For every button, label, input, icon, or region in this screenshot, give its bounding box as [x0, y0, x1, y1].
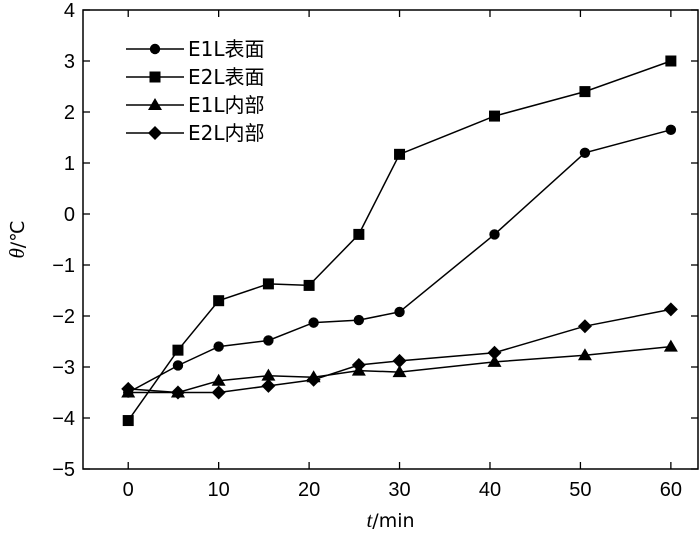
series-4 — [121, 302, 678, 400]
series-layer — [121, 55, 678, 427]
data-point-diamond — [577, 319, 592, 334]
x-tick-label: 50 — [569, 479, 591, 501]
legend-marker-triangle — [148, 98, 162, 110]
data-point-square — [394, 148, 406, 160]
y-tick-label: 0 — [64, 204, 75, 226]
y-axis-title: θ/℃ — [5, 220, 29, 258]
data-point-diamond — [663, 302, 678, 317]
y-tick-label: −5 — [52, 459, 75, 481]
x-tick-label: 30 — [388, 479, 410, 501]
y-tick-label: 4 — [64, 0, 75, 22]
axes: 0 10 20 30 40 50 60 −5 −4 −3 −2 −1 0 1 2 3 4 — [52, 0, 699, 501]
series-line — [127, 129, 672, 394]
data-point-triangle — [487, 354, 502, 367]
data-point-triangle — [211, 373, 226, 386]
plot-frame — [82, 9, 699, 470]
data-point-diamond — [121, 381, 136, 396]
x-tick-label: 10 — [208, 479, 230, 501]
data-point-square — [665, 55, 677, 67]
series-line — [127, 60, 672, 422]
y-tick-label: −4 — [52, 408, 75, 430]
data-point-triangle — [261, 368, 276, 381]
legend-label: E1L内部 — [188, 93, 265, 117]
data-point-circle — [489, 229, 500, 240]
y-tick-label: 1 — [64, 153, 75, 175]
data-point-circle — [308, 317, 319, 328]
data-point-diamond — [392, 353, 407, 368]
legend-item: E1L表面 — [126, 37, 265, 61]
legend-marker-diamond — [148, 126, 162, 140]
data-point-square — [213, 295, 225, 307]
data-point-diamond — [487, 345, 502, 360]
data-point-diamond — [261, 378, 276, 393]
legend-label: E2L表面 — [188, 65, 265, 89]
data-point-circle — [353, 314, 365, 326]
data-point-diamond — [211, 385, 226, 400]
legend-marker-square — [149, 71, 161, 83]
x-tick-label: 40 — [479, 479, 501, 501]
data-point-circle — [579, 147, 591, 158]
legend-label: E1L表面 — [188, 37, 265, 61]
y-tick-label: −2 — [52, 306, 75, 328]
x-axis-unit: /min — [372, 510, 414, 532]
data-point-diamond — [351, 357, 366, 372]
data-point-square — [172, 344, 184, 356]
series-1 — [123, 124, 677, 398]
data-point-circle — [394, 306, 405, 318]
series-3 — [121, 339, 678, 398]
x-tick-label: 60 — [660, 479, 682, 501]
data-point-circle — [213, 341, 224, 352]
y-tick-label: −3 — [52, 357, 75, 379]
data-point-triangle — [663, 339, 678, 352]
legend-label: E2L内部 — [188, 121, 265, 145]
y-tick-label: −1 — [52, 255, 75, 277]
data-point-square — [353, 228, 365, 240]
data-point-square — [262, 278, 274, 290]
x-axis-title: t/min — [366, 508, 414, 532]
series-line — [128, 345, 671, 394]
legend: E1L表面 E2L表面 E1L内部 E2L内部 — [126, 37, 265, 145]
data-point-square — [489, 110, 501, 122]
data-point-diamond — [170, 385, 185, 400]
x-tick-label: 20 — [298, 479, 320, 501]
legend-item: E1L内部 — [126, 93, 265, 117]
y-tick-label: 3 — [64, 51, 75, 73]
data-point-circle — [172, 360, 184, 371]
data-point-square — [303, 279, 315, 291]
data-point-triangle — [392, 365, 407, 378]
y-tick-label: 2 — [64, 102, 75, 124]
series-2 — [122, 55, 677, 427]
legend-item: E2L内部 — [126, 121, 265, 145]
data-point-circle — [263, 335, 274, 346]
data-point-square — [122, 415, 134, 427]
data-point-circle — [665, 124, 677, 136]
legend-item: E2L表面 — [126, 65, 265, 89]
series-line — [128, 308, 672, 394]
y-axis-unit: /℃ — [7, 220, 29, 248]
axis-titles: t/min θ/℃ — [5, 220, 415, 532]
y-axis-symbol: θ — [5, 248, 29, 258]
x-tick-label: 0 — [123, 479, 134, 501]
data-point-square — [579, 86, 591, 98]
data-point-diamond — [306, 372, 321, 387]
x-axis-symbol: t — [366, 508, 373, 532]
data-point-triangle — [577, 348, 592, 361]
legend-marker-circle — [149, 43, 161, 55]
